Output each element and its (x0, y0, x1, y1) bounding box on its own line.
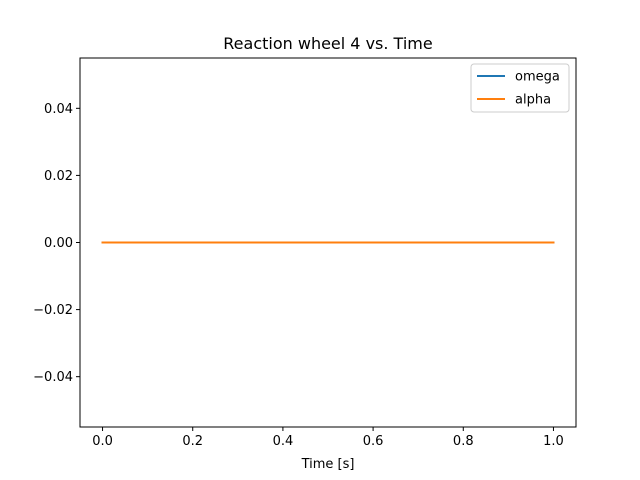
legend-label-alpha: alpha (515, 93, 551, 108)
y-tick-label: 0.02 (44, 169, 73, 184)
x-tick-label: 0.6 (363, 434, 384, 449)
x-tick-label: 1.0 (543, 434, 564, 449)
axis-ticks: 0.0 0.2 0.4 0.6 0.8 1.0 0.04 0.02 0.00 −0.02 −0.04 (33, 102, 564, 449)
x-axis-label: Time [s] (301, 457, 355, 472)
y-tick-label: 0.00 (44, 236, 73, 251)
y-tick-label: −0.04 (33, 370, 73, 385)
x-tick-label: 0.0 (92, 434, 113, 449)
x-tick-label: 0.2 (182, 434, 203, 449)
y-tick-label: −0.02 (33, 303, 73, 318)
y-tick-label: 0.04 (44, 102, 73, 117)
legend: omega alpha (470, 63, 570, 113)
legend-label-omega: omega (515, 70, 560, 85)
chart-title: Reaction wheel 4 vs. Time (223, 34, 432, 53)
x-tick-label: 0.8 (453, 434, 474, 449)
x-tick-label: 0.4 (273, 434, 294, 449)
